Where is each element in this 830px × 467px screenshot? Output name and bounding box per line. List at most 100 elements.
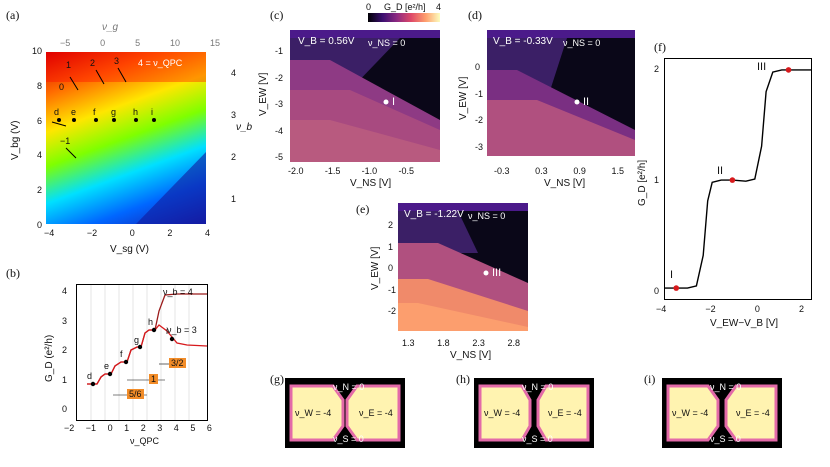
panel-d-map: V_B = -0.33V ν_NS = 0 II: [487, 30, 635, 156]
b-ylabel: G_D (e²/h): [44, 334, 55, 382]
c-xtick: -2.0: [288, 166, 304, 176]
d-xlabel: V_NS [V]: [544, 178, 586, 189]
b-xlabel: ν_QPC: [130, 436, 160, 446]
nu-1: 1: [66, 60, 72, 70]
nu-3: 3: [114, 56, 120, 66]
nu-4: 4 = ν_QPC: [138, 58, 183, 68]
nu-0: 0: [59, 82, 65, 92]
b-xtick: 2: [140, 423, 146, 433]
i-s: ν_S = 0: [710, 434, 741, 444]
e-xtick: 2.8: [507, 338, 520, 348]
f-ylabel: G_D [e²/h]: [637, 159, 648, 206]
c-xtick: -0.5: [398, 166, 414, 176]
e-xtick: 1.3: [402, 338, 415, 348]
a-xtick: 0: [129, 228, 135, 238]
g-e: ν_E = -4: [359, 408, 393, 418]
b-ytick: 0: [62, 404, 68, 414]
pt-h: h: [133, 107, 139, 117]
h-s: ν_S = 0: [522, 434, 553, 444]
label-h: (h): [456, 372, 470, 386]
f-xtick: −4: [656, 304, 667, 314]
d-ytick: -1: [475, 88, 484, 99]
c-ytick: -5: [275, 152, 284, 162]
f-curve: [665, 69, 811, 289]
a-ytick: 10: [31, 46, 42, 56]
e-xlabel: V_NS [V]: [450, 350, 492, 361]
nu-2: 2: [90, 58, 96, 68]
f-point-II: [729, 177, 736, 183]
cbar-min: 0: [366, 2, 372, 12]
e-ylabel: V_EW [V]: [370, 246, 381, 290]
c-ylabel: V_EW [V]: [258, 72, 269, 116]
a-rlabel: ν_b: [236, 122, 253, 133]
b-xtick: 0: [107, 423, 113, 433]
c-marker: I: [392, 96, 396, 108]
nu-m1: −1: [60, 136, 71, 146]
label-b: (b): [6, 266, 20, 280]
e-xtick: 2.3: [472, 338, 485, 348]
b-box-56: 5/6: [127, 389, 144, 399]
a-rtick: 4: [231, 68, 237, 78]
panel-c-map: V_B = 0.56V ν_NS = 0 I: [290, 30, 440, 162]
e-ytick: 0: [388, 263, 394, 273]
pt-d: d: [54, 107, 60, 117]
b-ytick: 4: [62, 286, 68, 296]
b-pt-h: h: [148, 317, 154, 327]
c-ytick: -4: [275, 125, 284, 136]
f-ytick: 1: [654, 175, 660, 185]
d-xtick: -0.3: [494, 166, 510, 176]
a-rtick: 2: [231, 152, 237, 162]
g-w: ν_W = -4: [295, 408, 332, 418]
h-w: ν_W = -4: [484, 408, 521, 418]
b-xtick: 4: [173, 423, 179, 433]
f-xtick: −2: [705, 304, 716, 314]
i-n: ν_N = 0: [710, 382, 742, 392]
a-xtick: 2: [167, 228, 173, 238]
a-ytick: 4: [36, 150, 42, 161]
a-toptick: −5: [60, 38, 71, 48]
b-pt-f: f: [120, 349, 123, 359]
c-ytick: -1: [275, 46, 284, 56]
panel-h: ν_N = 0 ν_W = -4 ν_E = -4 ν_S = 0: [474, 378, 594, 448]
pt-g: g: [111, 107, 117, 117]
f-ytick: 2: [654, 64, 660, 74]
a-ytick: 2: [36, 185, 42, 196]
h-n: ν_N = 0: [522, 382, 554, 392]
e-ytick: -2: [388, 306, 397, 316]
b-box-32: 3/2: [169, 358, 186, 368]
b-ytick: 3: [62, 315, 68, 326]
f-marker-iii: III: [757, 61, 767, 73]
label-e: (e): [356, 202, 370, 216]
c-ytick: -2: [275, 72, 284, 83]
a-ytick: 8: [36, 80, 42, 91]
f-xlabel: V_EW−V_B [V]: [710, 318, 779, 329]
f-point-I: [673, 285, 680, 291]
d-xtick: 0.3: [535, 166, 548, 176]
i-w: ν_W = -4: [672, 408, 709, 418]
a-xtick: −4: [44, 228, 55, 238]
b-pt-i: i: [166, 326, 168, 336]
panel-i: ν_N = 0 ν_W = -4 ν_E = -4 ν_S = 0: [662, 378, 782, 448]
c-vb: V_B = 0.56V: [298, 36, 355, 47]
d-xtick: 1.5: [611, 166, 624, 176]
b-pt-d: d: [87, 371, 93, 381]
d-ytick: 0: [475, 62, 481, 72]
a-ylabel: V_bg (V): [10, 120, 21, 160]
b-xtick: 6: [206, 423, 212, 433]
e-ytick: 2: [388, 220, 394, 230]
a-toptick: 0: [100, 38, 106, 48]
a-toplabel: ν_g: [102, 22, 119, 33]
e-vns: ν_NS = 0: [468, 211, 506, 221]
label-f: (f): [654, 40, 666, 54]
a-xlabel: V_sg (V): [110, 244, 149, 255]
g-n: ν_N = 0: [333, 382, 365, 392]
pt-f: f: [93, 107, 96, 117]
label-i: (i): [644, 372, 656, 386]
b-curve-4: ν_b = 4: [163, 287, 193, 297]
a-toptick: 5: [135, 38, 141, 48]
f-marker-i: I: [670, 269, 674, 281]
pt-e: e: [71, 107, 77, 117]
cbar-label: G_D [e²/h]: [384, 2, 426, 12]
c-ytick: -3: [275, 99, 284, 109]
e-ytick: -1: [388, 284, 397, 295]
